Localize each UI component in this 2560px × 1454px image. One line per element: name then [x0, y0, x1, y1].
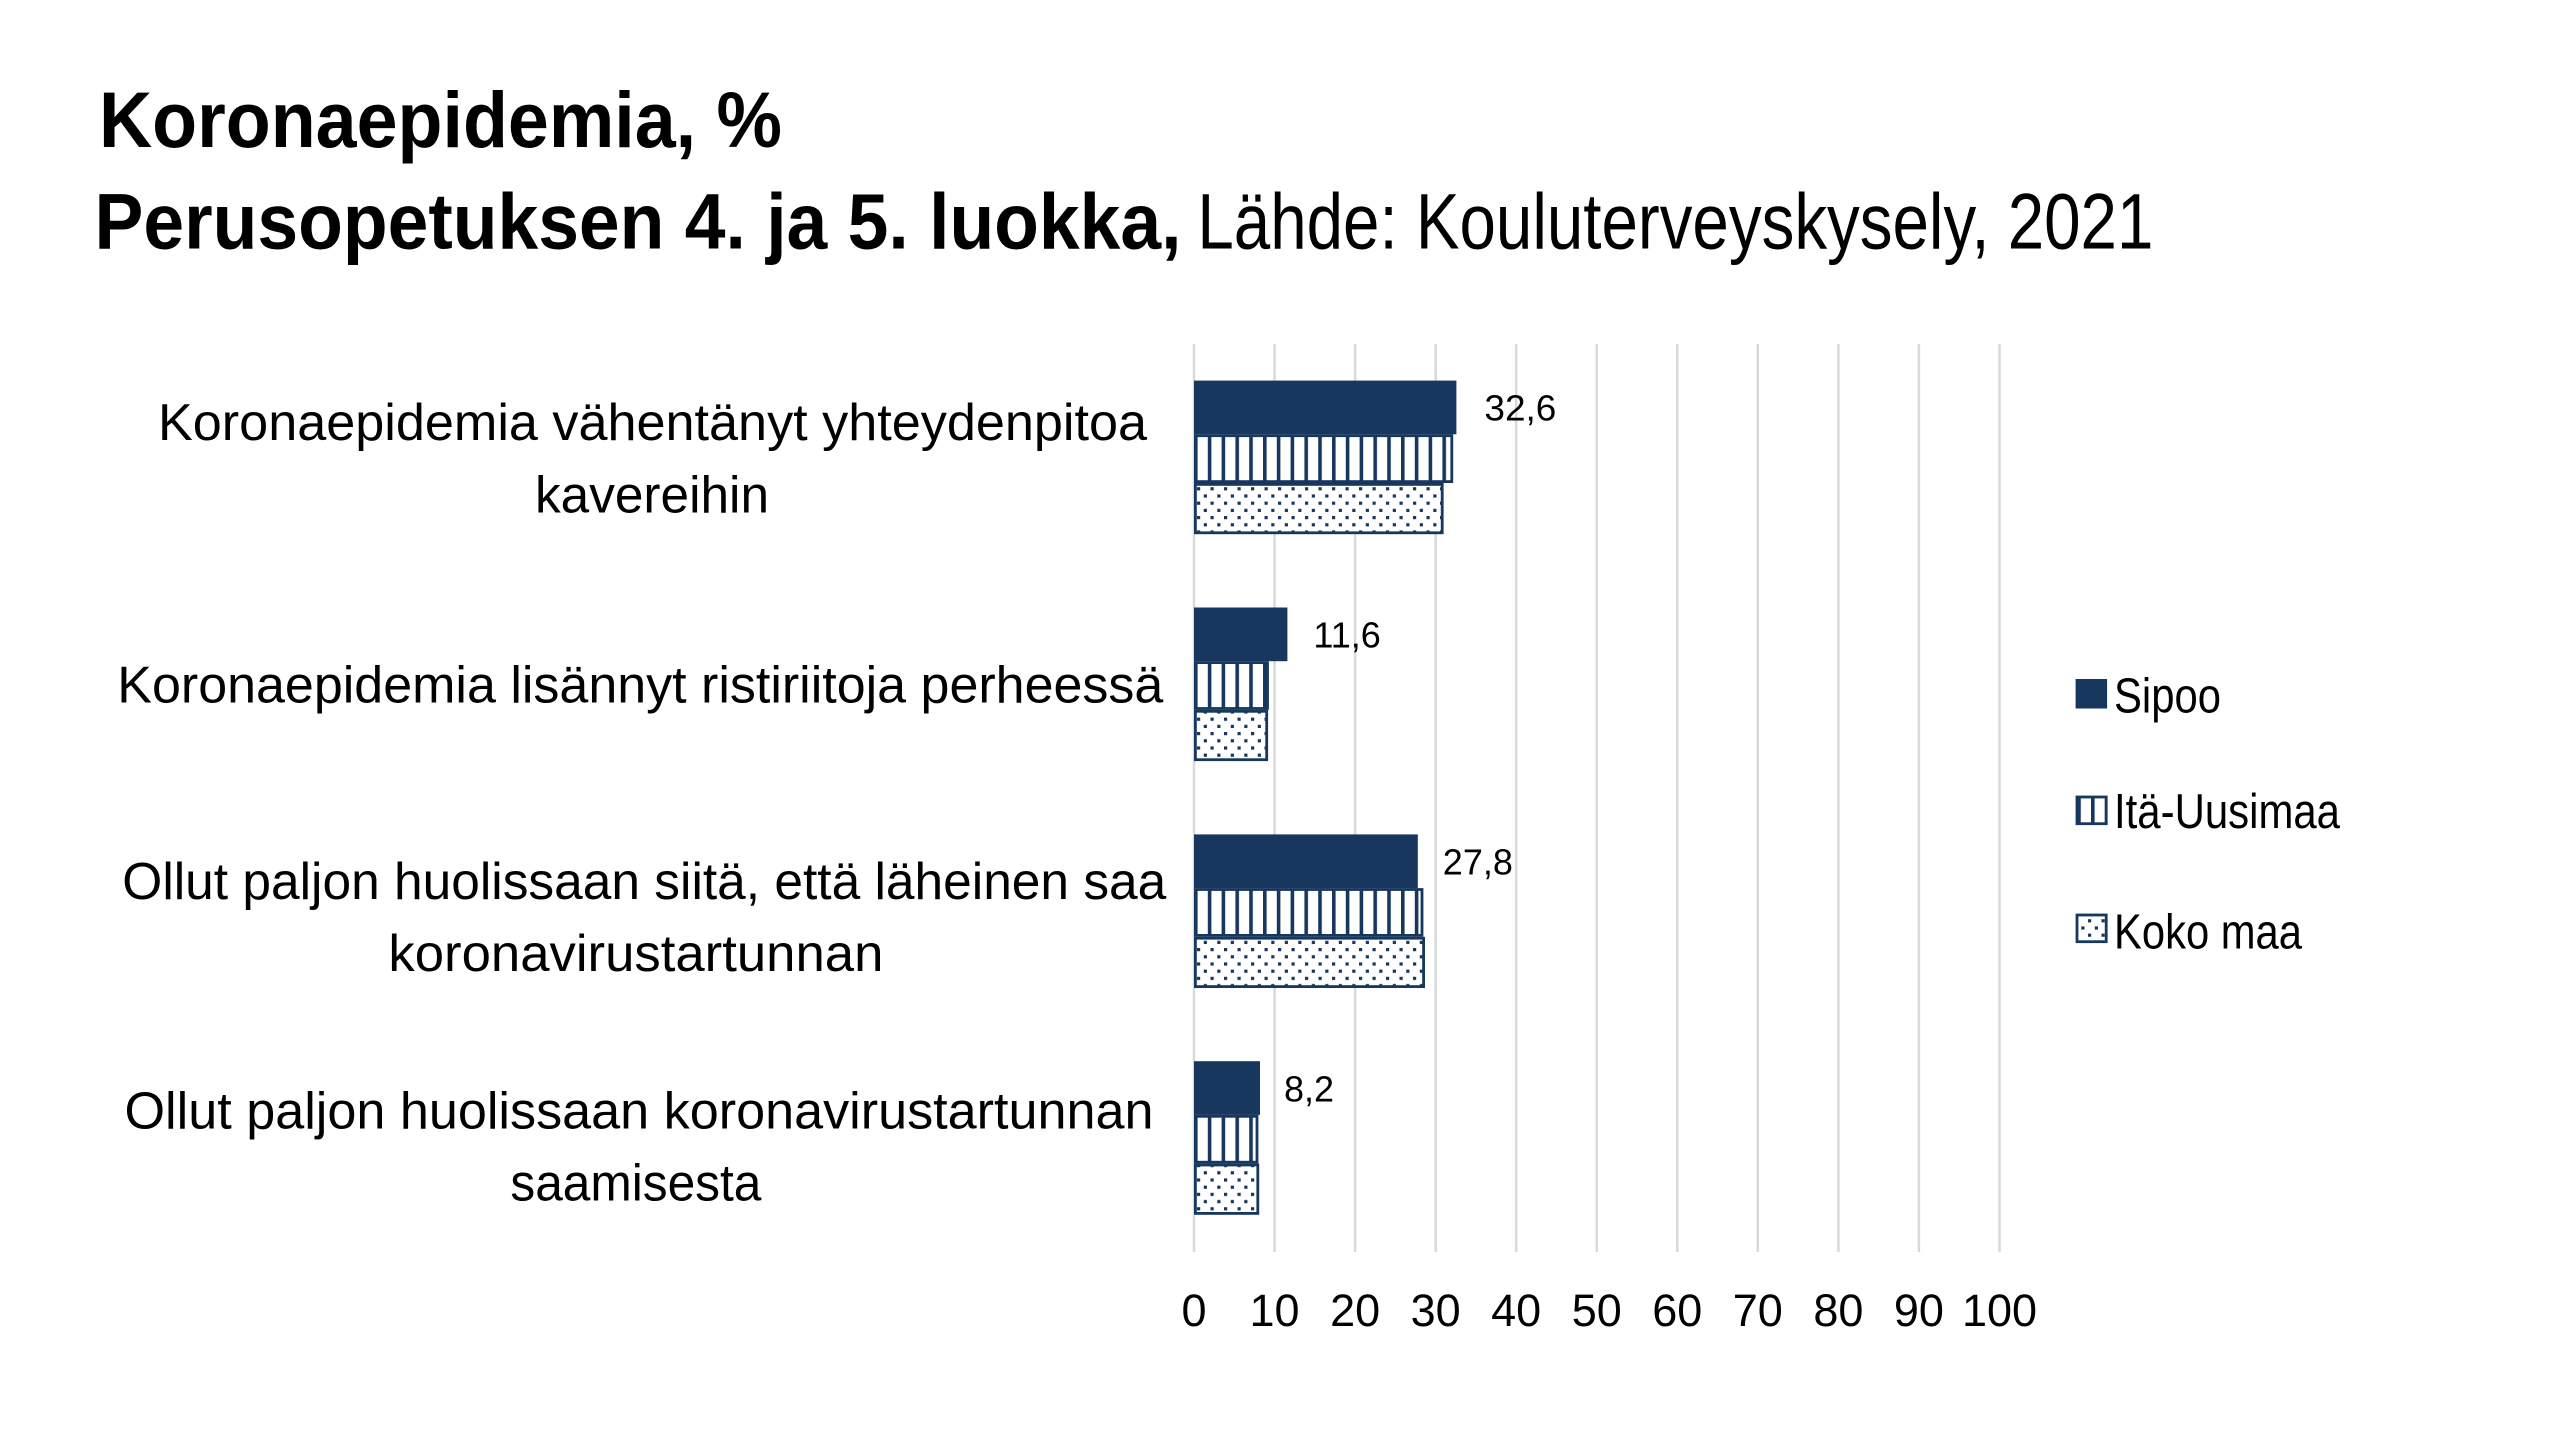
- svg-text:Koko maa: Koko maa: [2114, 906, 2303, 960]
- svg-text:Ollut paljon huolissaan korona: Ollut paljon huolissaan koronavirustartu…: [125, 1083, 1154, 1141]
- svg-text:Itä-Uusimaa: Itä-Uusimaa: [2114, 785, 2341, 839]
- svg-text:Koronaepidemia, %: Koronaepidemia, %: [99, 75, 782, 164]
- svg-text:koronavirustartunnan: koronavirustartunnan: [388, 925, 883, 983]
- svg-text:Ollut paljon huolissaan siitä,: Ollut paljon huolissaan siitä, että lähe…: [122, 853, 1166, 911]
- svg-text:11,6: 11,6: [1313, 615, 1380, 656]
- svg-text:Lähde: Kouluterveyskysely, 202: Lähde: Kouluterveyskysely, 2021: [1197, 177, 2153, 266]
- svg-text:30: 30: [1411, 1285, 1461, 1336]
- svg-text:10: 10: [1249, 1285, 1299, 1336]
- svg-text:27,8: 27,8: [1443, 841, 1513, 882]
- svg-text:40: 40: [1491, 1285, 1541, 1336]
- svg-text:Sipoo: Sipoo: [2114, 670, 2221, 724]
- svg-text:70: 70: [1733, 1285, 1783, 1336]
- svg-text:0: 0: [1181, 1285, 1206, 1336]
- svg-text:kavereihin: kavereihin: [535, 467, 769, 525]
- svg-text:32,6: 32,6: [1484, 388, 1556, 429]
- svg-text:90: 90: [1894, 1285, 1944, 1336]
- svg-text:80: 80: [1813, 1285, 1863, 1336]
- svg-text:8,2: 8,2: [1284, 1068, 1334, 1109]
- svg-text:Perusopetuksen 4. ja 5. luokka: Perusopetuksen 4. ja 5. luokka,: [95, 177, 1182, 266]
- svg-text:Koronaepidemia lisännyt ristir: Koronaepidemia lisännyt ristiriitoja per…: [117, 656, 1163, 714]
- svg-text:Koronaepidemia vähentänyt yhte: Koronaepidemia vähentänyt yhteydenpitoa: [158, 394, 1147, 452]
- svg-text:60: 60: [1652, 1285, 1702, 1336]
- svg-text:20: 20: [1330, 1285, 1380, 1336]
- svg-text:saamisesta: saamisesta: [510, 1155, 761, 1213]
- svg-text:50: 50: [1572, 1285, 1622, 1336]
- svg-text:100: 100: [1962, 1285, 2037, 1336]
